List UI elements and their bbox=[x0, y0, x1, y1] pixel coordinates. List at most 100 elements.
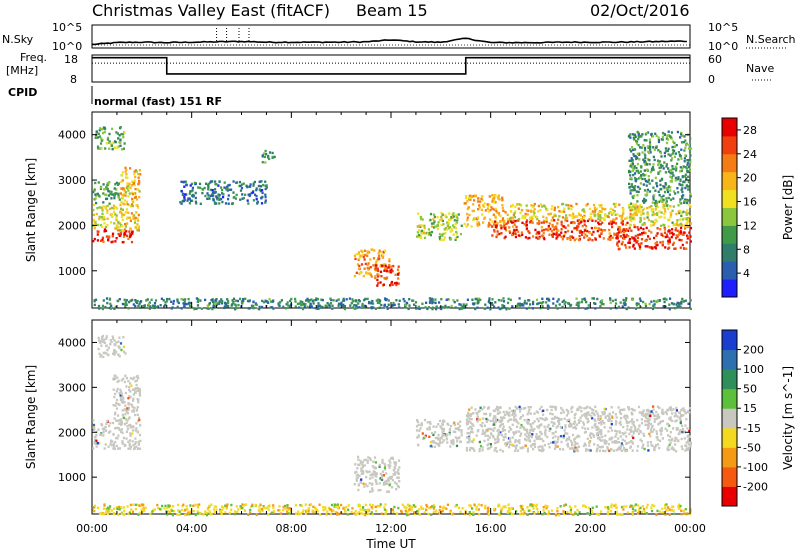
velocity-cell bbox=[389, 482, 392, 485]
velocity-cell bbox=[649, 441, 652, 444]
velocity-cell bbox=[510, 428, 513, 431]
power-cell bbox=[541, 229, 544, 232]
velocity-cell bbox=[594, 419, 597, 423]
power-cell bbox=[571, 216, 574, 220]
velocity-cell bbox=[103, 503, 106, 506]
power-cell bbox=[686, 159, 689, 162]
power-cell bbox=[516, 203, 519, 206]
velocity-cell bbox=[542, 439, 545, 443]
velocity-cell bbox=[651, 444, 654, 448]
power-cell bbox=[105, 235, 108, 238]
power-cell bbox=[476, 221, 479, 224]
velocity-cell bbox=[568, 422, 572, 425]
velocity-cell bbox=[113, 353, 116, 356]
velocity-cell bbox=[476, 412, 479, 415]
power-cell bbox=[554, 214, 557, 217]
power-cell bbox=[454, 236, 458, 240]
power-cell bbox=[488, 203, 491, 206]
power-cell bbox=[673, 247, 676, 250]
velocity-cell bbox=[440, 437, 443, 440]
power-cell bbox=[426, 232, 430, 235]
velocity-cell bbox=[494, 441, 497, 445]
power-cell bbox=[207, 182, 210, 186]
power-cell bbox=[672, 224, 675, 227]
velocity-cell bbox=[626, 414, 629, 417]
power-cell bbox=[663, 185, 666, 189]
power-cell bbox=[635, 170, 638, 173]
power-cell bbox=[474, 194, 477, 197]
power-cell bbox=[657, 136, 660, 139]
power-cell bbox=[577, 225, 580, 228]
power-cell bbox=[294, 300, 297, 303]
velocity-cell bbox=[471, 440, 474, 444]
power-cell bbox=[503, 224, 506, 227]
velocity-cell bbox=[356, 467, 359, 470]
velocity-cell bbox=[435, 425, 438, 428]
power-cell bbox=[125, 173, 128, 176]
velocity-cell bbox=[106, 419, 109, 423]
power-cell bbox=[250, 191, 253, 195]
power-cell bbox=[113, 140, 117, 143]
velocity-cell bbox=[243, 503, 246, 507]
velocity-cell bbox=[125, 437, 128, 440]
velocity-cell bbox=[115, 419, 118, 422]
power-cell bbox=[226, 185, 229, 188]
velocity-cell bbox=[620, 417, 623, 420]
power-cell bbox=[478, 223, 481, 226]
power-cell bbox=[214, 306, 217, 309]
power-cell bbox=[306, 297, 309, 301]
velocity-cell bbox=[445, 433, 448, 436]
power-cell bbox=[498, 232, 501, 236]
velocity-cell bbox=[139, 424, 142, 427]
velocity-cell bbox=[554, 430, 557, 433]
velocity-cell bbox=[433, 441, 436, 444]
power-cell bbox=[686, 199, 689, 202]
power-cell bbox=[580, 231, 583, 234]
power-cell bbox=[455, 226, 458, 230]
power-cell bbox=[494, 207, 498, 211]
power-cell bbox=[658, 194, 661, 197]
power-cell bbox=[125, 217, 129, 220]
velocity-cell bbox=[548, 446, 551, 449]
velocity-cell bbox=[560, 440, 563, 444]
power-cell bbox=[93, 222, 97, 225]
power-cell bbox=[638, 135, 641, 139]
velocity-cell bbox=[359, 459, 362, 463]
power-cell bbox=[685, 143, 688, 147]
power-cell bbox=[172, 302, 175, 305]
velocity-cell bbox=[562, 510, 565, 513]
velocity-cell bbox=[419, 427, 422, 430]
power-cell bbox=[670, 137, 673, 140]
velocity-cell bbox=[166, 506, 169, 510]
power-cell bbox=[633, 225, 636, 229]
velocity-cell bbox=[109, 505, 112, 508]
velocity-cell bbox=[481, 449, 484, 452]
power-cell bbox=[669, 186, 672, 189]
power-cell bbox=[342, 299, 345, 302]
power-cell bbox=[382, 283, 385, 286]
power-cell bbox=[630, 215, 633, 218]
velocity-cell bbox=[546, 435, 549, 439]
power-cell bbox=[642, 144, 645, 147]
velocity-cell bbox=[396, 476, 399, 479]
power-cell bbox=[656, 205, 659, 209]
velocity-cell bbox=[559, 448, 562, 451]
power-cell bbox=[644, 304, 648, 308]
velocity-cell bbox=[678, 503, 681, 506]
velocity-cell bbox=[430, 431, 434, 435]
power-cell bbox=[176, 300, 179, 303]
velocity-cell bbox=[272, 504, 275, 507]
power-cell bbox=[684, 186, 687, 190]
velocity-cell bbox=[478, 449, 481, 453]
power-cell bbox=[453, 226, 456, 229]
power-cell bbox=[561, 238, 564, 241]
velocity-cell bbox=[687, 446, 690, 450]
power-cell bbox=[545, 228, 548, 231]
velocity-cell bbox=[481, 432, 484, 436]
velocity-cell bbox=[100, 354, 103, 357]
power-cell bbox=[129, 232, 132, 236]
velocity-cell bbox=[633, 425, 636, 428]
noise-sky-line bbox=[91, 37, 687, 46]
power-cell bbox=[139, 306, 142, 309]
velocity-cell bbox=[633, 429, 636, 433]
